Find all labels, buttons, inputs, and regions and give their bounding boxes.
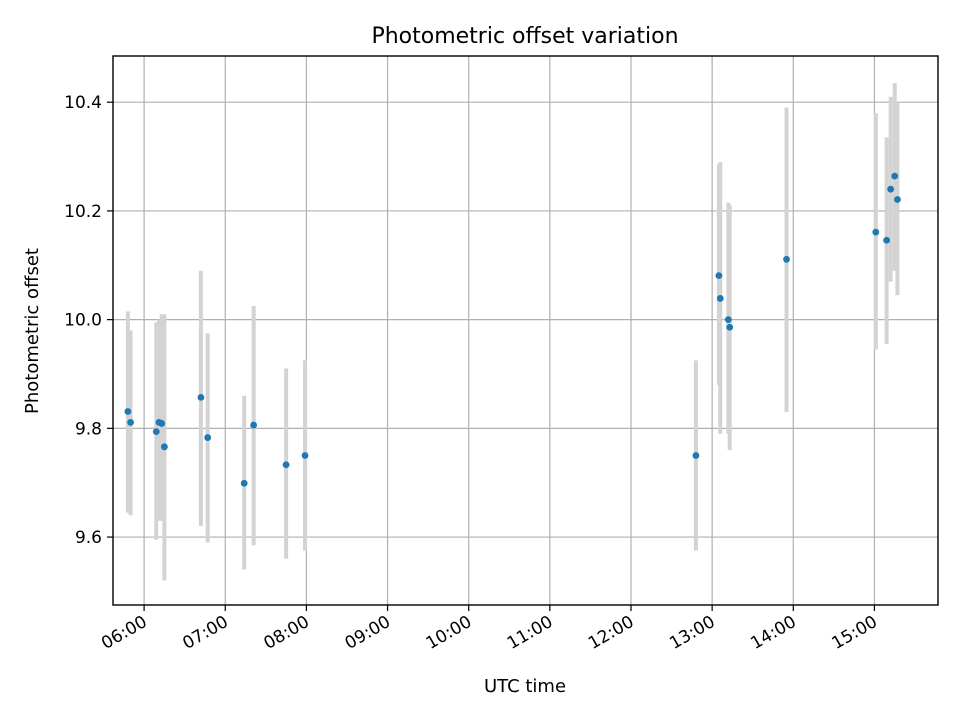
data-point — [883, 236, 891, 244]
x-tick-label: 12:00 — [585, 612, 637, 654]
y-tick-label: 10.2 — [64, 202, 102, 222]
y-tick-label: 10.4 — [64, 93, 102, 113]
y-tick-label: 10.0 — [64, 311, 102, 331]
data-point — [894, 196, 901, 203]
x-axis-ticks: 06:00 07:00 08:00 09:00 10:00 11:00 12:00 13:00… — [98, 605, 881, 654]
data-point — [783, 255, 790, 263]
data-point — [127, 418, 134, 426]
data-point — [152, 428, 160, 436]
data-point — [158, 420, 166, 427]
data-point — [891, 172, 899, 180]
y-axis-label: Photometric offset — [22, 248, 43, 414]
data-point — [887, 185, 895, 193]
x-tick-label: 15:00 — [828, 612, 880, 654]
data-point — [160, 443, 168, 451]
x-tick-label: 14:00 — [747, 612, 799, 654]
x-tick-label: 09:00 — [342, 612, 394, 654]
x-tick-label: 06:00 — [98, 612, 150, 654]
data-point — [726, 323, 734, 331]
data-point — [240, 479, 248, 487]
data-point — [250, 421, 258, 429]
data-point — [715, 272, 723, 279]
x-tick-label: 08:00 — [260, 612, 312, 654]
data-point — [724, 316, 732, 324]
x-tick-label: 07:00 — [179, 612, 231, 654]
x-tick-label: 11:00 — [504, 612, 556, 654]
y-tick-label: 9.6 — [75, 528, 102, 548]
x-tick-label: 10:00 — [423, 612, 475, 654]
data-point — [282, 461, 290, 469]
plot-frame — [112, 55, 939, 606]
data-point — [301, 452, 309, 459]
x-tick-label: 13:00 — [666, 612, 718, 654]
data-point — [197, 393, 205, 401]
y-tick-label: 9.8 — [75, 419, 102, 439]
data-point — [692, 452, 700, 459]
x-axis-label: UTC time — [484, 676, 566, 697]
data-point — [716, 295, 724, 302]
y-axis-ticks: 9.6 9.8 10.0 10.2 10.4 — [64, 93, 113, 548]
data-point — [204, 434, 212, 441]
data-point — [872, 228, 880, 236]
data-point — [124, 408, 132, 415]
chart-title: Photometric offset variation — [371, 24, 678, 49]
error-bars — [125, 83, 900, 581]
data-points — [124, 172, 901, 487]
grid — [113, 56, 938, 605]
